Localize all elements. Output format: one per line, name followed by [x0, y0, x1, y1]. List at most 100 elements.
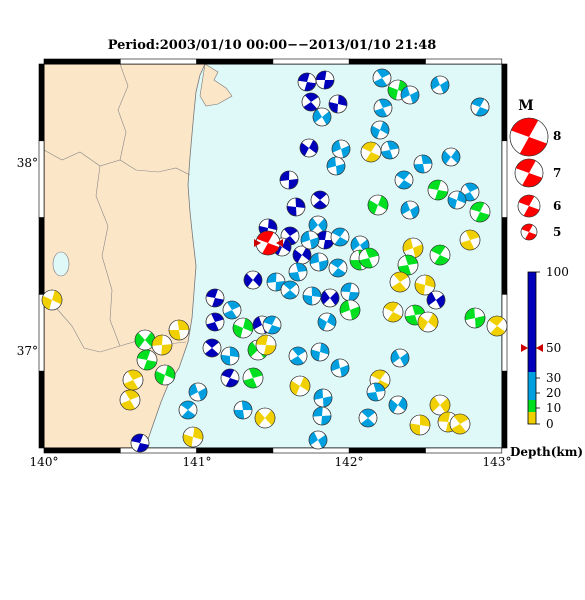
frame-tick-right	[501, 370, 508, 449]
depth-bar-shallow	[528, 400, 536, 412]
frame-tick-top	[196, 58, 274, 65]
focal-mechanism	[429, 394, 451, 416]
depth-bar-mid	[528, 372, 536, 400]
focal-mechanism	[315, 70, 335, 90]
focal-mechanism	[136, 349, 158, 371]
depth-bar-deep	[528, 272, 536, 372]
focal-mechanism	[430, 75, 450, 95]
focal-mechanism	[449, 413, 471, 435]
magnitude-symbol-8	[509, 117, 549, 157]
focal-mechanism	[202, 338, 222, 358]
frame-ticks	[38, 58, 508, 454]
focal-mechanism	[300, 230, 320, 250]
focal-mechanism	[370, 120, 390, 140]
depth-label-0: 0	[546, 417, 554, 431]
focal-mechanism	[233, 400, 253, 420]
depth-label-10: 10	[546, 401, 561, 415]
focal-mechanism	[409, 414, 431, 436]
depth-label-50: 50	[546, 341, 561, 355]
focal-mechanism	[339, 299, 361, 321]
focal-mechanism	[279, 170, 299, 190]
focal-mechanism	[288, 262, 308, 282]
focal-mechanism	[280, 280, 300, 300]
focal-mechanism-layer	[41, 68, 508, 453]
focal-mechanism	[312, 406, 332, 426]
magnitude-label-8: 8	[553, 129, 561, 143]
focal-mechanism	[232, 317, 254, 339]
focal-mechanism	[394, 170, 414, 190]
focal-mechanism	[320, 288, 340, 308]
depth-legend: 100 50 30 20 10 0 Depth(km)	[510, 265, 583, 459]
magnitude-legend: M 8 7 6 5	[509, 98, 561, 241]
focal-mechanism	[326, 156, 346, 176]
focal-mechanism	[400, 85, 420, 105]
frame-tick-left	[38, 370, 45, 449]
focal-mechanism	[288, 346, 308, 366]
focal-mechanism	[286, 197, 306, 217]
focal-mechanism	[470, 97, 490, 117]
focal-mechanism	[222, 300, 242, 320]
focal-mechanism	[414, 274, 436, 296]
depth-label-20: 20	[546, 386, 561, 400]
focal-mechanism	[301, 92, 321, 112]
lon-tick-141: 141°	[183, 455, 212, 469]
focal-mechanism	[205, 288, 225, 308]
focal-mechanism	[331, 139, 351, 159]
magnitude-symbol-5	[520, 223, 538, 241]
focal-mechanism	[168, 319, 190, 341]
depth-marker-right	[536, 344, 543, 352]
axis-labels: 140° 141° 142° 143° 38° 37°	[17, 156, 512, 469]
focal-mechanism	[366, 382, 386, 402]
frame-tick-right	[501, 63, 508, 142]
magnitude-label-6: 6	[553, 199, 561, 213]
focal-mechanism	[182, 426, 204, 448]
frame-tick-bottom	[196, 447, 274, 454]
focal-mechanism	[308, 430, 328, 450]
focal-mechanism	[389, 271, 411, 293]
frame-tick-bottom	[348, 447, 426, 454]
focal-mechanism	[372, 68, 392, 88]
frame-tick-top	[272, 58, 350, 65]
focal-mechanism	[459, 229, 481, 251]
focal-mechanism	[426, 290, 446, 310]
frame-tick-left	[38, 63, 45, 142]
focal-mechanism	[317, 312, 337, 332]
frame-tick-bottom	[120, 447, 197, 454]
focal-mechanism	[119, 389, 141, 411]
coastline-peninsula	[199, 63, 233, 107]
focal-mechanism	[402, 237, 424, 259]
focal-mechanism	[266, 272, 286, 292]
magnitude-symbol-6	[517, 194, 541, 218]
focal-mechanism	[388, 395, 408, 415]
focal-mechanism	[255, 334, 277, 356]
focal-mechanism	[220, 346, 240, 366]
focal-mechanism	[397, 254, 419, 276]
focal-mechanism	[178, 400, 198, 420]
frame-tick-top	[425, 58, 503, 65]
focal-mechanism	[243, 270, 263, 290]
lat-tick-37: 37°	[17, 344, 38, 358]
focal-mechanism	[486, 315, 508, 337]
focal-mechanism	[427, 179, 449, 201]
frame-tick-left	[38, 294, 45, 372]
focal-mechanism	[447, 190, 467, 210]
depth-bar-surface	[528, 412, 536, 424]
focal-mechanism	[382, 301, 404, 323]
focal-mechanism	[309, 252, 329, 272]
depth-label-30: 30	[546, 371, 561, 385]
focal-mechanism	[340, 282, 360, 302]
focal-mechanism	[328, 258, 348, 278]
focal-mechanism	[373, 98, 393, 118]
focal-mechanism	[289, 375, 311, 397]
focal-mechanism	[464, 307, 486, 329]
focal-mechanism	[360, 141, 382, 163]
focal-mechanism	[130, 433, 150, 453]
focal-mechanism	[220, 368, 240, 388]
focal-mechanism	[310, 342, 330, 362]
frame-tick-bottom	[272, 447, 350, 454]
focal-mechanism	[188, 382, 208, 402]
focal-mechanism	[328, 94, 348, 114]
focal-mechanism	[400, 200, 420, 220]
focal-mechanism	[469, 201, 491, 223]
